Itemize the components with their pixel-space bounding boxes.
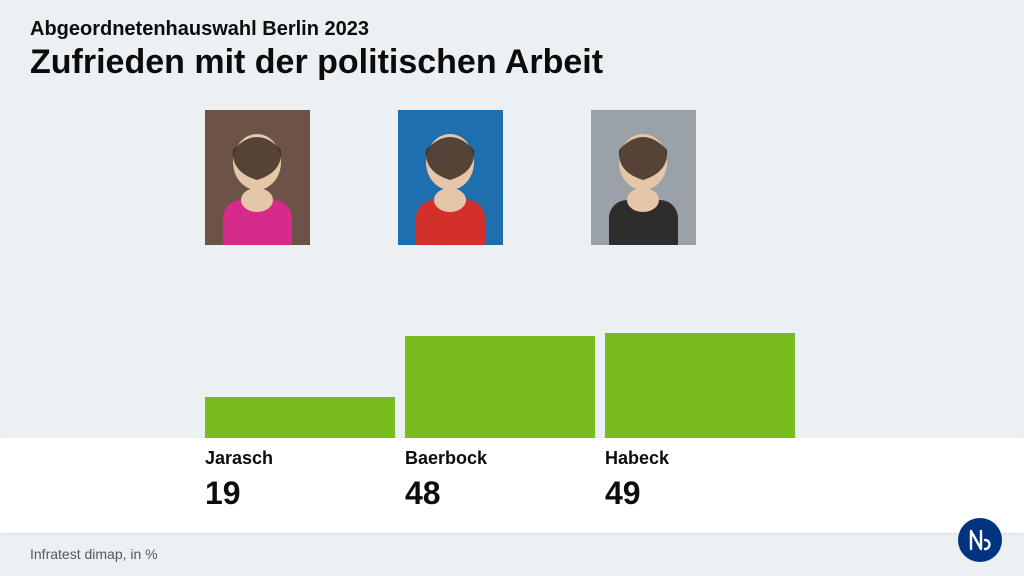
- header: Abgeordnetenhauswahl Berlin 2023 Zufried…: [0, 0, 1024, 82]
- label-name: Baerbock: [405, 448, 595, 469]
- label-name: Jarasch: [205, 448, 395, 469]
- portrait-jarasch: [205, 110, 310, 245]
- label-value: 19: [205, 475, 395, 512]
- label-value: 49: [605, 475, 795, 512]
- source-caption: Infratest dimap, in %: [30, 546, 158, 562]
- label-group-habeck: Habeck 49: [605, 448, 795, 512]
- bar-jarasch: [205, 397, 395, 438]
- portrait-row: [0, 110, 1024, 245]
- labels-band: Jarasch 19 Baerbock 48 Habeck 49: [0, 438, 1024, 533]
- portrait-habeck: [591, 110, 696, 245]
- bar-chart: [205, 310, 795, 438]
- label-group-baerbock: Baerbock 48: [405, 448, 595, 512]
- broadcaster-logo-icon: [958, 518, 1002, 562]
- chart-subtitle: Abgeordnetenhauswahl Berlin 2023: [30, 18, 994, 41]
- label-name: Habeck: [605, 448, 795, 469]
- bar-habeck: [605, 333, 795, 438]
- chart-title: Zufrieden mit der politischen Arbeit: [30, 43, 994, 82]
- label-group-jarasch: Jarasch 19: [205, 448, 395, 512]
- portrait-baerbock: [398, 110, 503, 245]
- bar-baerbock: [405, 336, 595, 438]
- label-value: 48: [405, 475, 595, 512]
